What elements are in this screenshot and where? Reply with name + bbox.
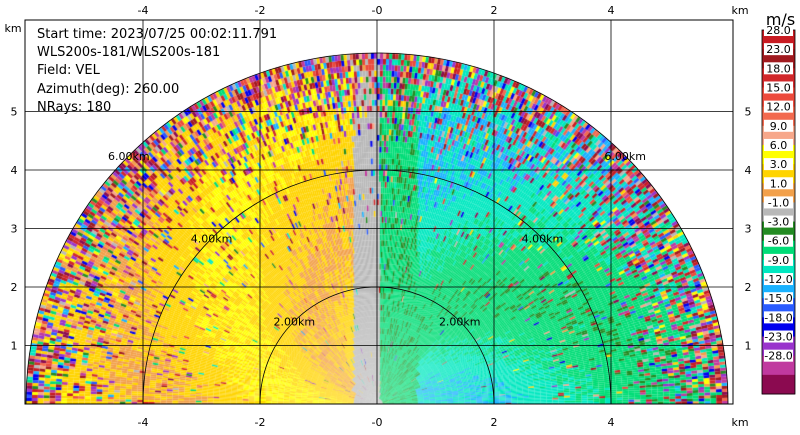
x-tick-label-top: 2 [491, 4, 498, 17]
y-tick-label-left: 5 [11, 106, 18, 119]
start-time-label: Start time: 2023/07/25 00:02:11.791 [37, 27, 278, 42]
y-tick-label-right: 3 [745, 223, 752, 236]
x-tick-label-top: -4 [138, 4, 149, 17]
grid-lines [25, 20, 733, 404]
y-tick-label-left: 3 [11, 223, 18, 236]
colorbar-label-bg [764, 24, 793, 36]
range-rings: 2.00km 2.00km 4.00km 4.00km 6.00km 6.00km [25, 52, 729, 404]
instrument-label: WLS200s-181/WLS200s-181 [37, 45, 221, 61]
y-tick-label-right: 5 [745, 106, 752, 119]
x-tick-label-bottom: 4 [608, 416, 615, 429]
colorbar-tick-label: -12.0 [764, 273, 792, 286]
colorbar-unit: m/s [766, 10, 795, 29]
colorbar-label-bg [764, 311, 793, 324]
y-tick-label-right: 2 [745, 281, 752, 294]
colorbar-label-bg [764, 62, 793, 75]
colorbar-label-bg [764, 43, 793, 56]
colorbar-tick-label: -18.0 [764, 311, 792, 324]
colorbar-tick-label: 6.0 [770, 139, 788, 152]
colorbar-tick-label: 3.0 [770, 158, 788, 171]
range-ring-label: 2.00km [273, 315, 315, 328]
colorbar-label-bg [764, 158, 793, 171]
azimuth-label: Azimuth(deg): 260.00 [37, 81, 180, 97]
colorbar-label-bg [764, 119, 793, 132]
colorbar: 28.0 23.0 18.0 15.0 12.0 9.0 6.0 3.0 1.0 -1.0 -3.0… [761, 10, 796, 395]
colorbar-tick-label: -9.0 [768, 254, 789, 267]
x-tick-label-top: 4 [608, 4, 615, 17]
y-tick-label-right: 1 [745, 340, 752, 353]
colorbar-label-bg [764, 177, 793, 190]
x-tick-label-bottom: 2 [491, 416, 498, 429]
y-tick-label-left: 2 [11, 281, 18, 294]
colorbar-label-bg [764, 215, 793, 228]
colorbar-tick-label: -1.0 [768, 196, 789, 209]
range-ring-label: 4.00km [191, 233, 233, 246]
colorbar-tick-label: -3.0 [768, 216, 789, 229]
colorbar-tick-label: 1.0 [770, 177, 788, 190]
field-label: Field: VEL [37, 63, 100, 79]
colorbar-tick-label: -28.0 [764, 350, 792, 363]
range-ring-label: 2.00km [439, 315, 481, 328]
range-ring [25, 52, 729, 404]
range-ring-label: 6.00km [108, 150, 150, 163]
colorbar-label-bg [764, 100, 793, 113]
colorbar-label-bg [764, 330, 793, 343]
range-ring [142, 169, 612, 404]
axis-ticks: -4 -4 -2 -2 -0 -0 2 2 4 4 1 1 2 2 3 3 4 4 5 5 km km km [4, 4, 751, 429]
colorbar-swatch [762, 374, 795, 395]
colorbar-tick-label: -23.0 [764, 331, 792, 344]
colorbar-label-bg [764, 196, 793, 209]
y-tick-label-left: 1 [11, 340, 18, 353]
colorbar-label-bg [764, 81, 793, 94]
y-tick-label-right: 4 [745, 164, 752, 177]
colorbar-tick-label: 12.0 [766, 101, 791, 114]
y-tick-label-left: 4 [11, 164, 18, 177]
colorbar-tick-label: 28.0 [766, 24, 791, 37]
range-ring-label: 6.00km [604, 150, 646, 163]
colorbar-tick-label: 9.0 [770, 120, 788, 133]
range-ring [259, 286, 495, 404]
x-tick-label-bottom: -2 [255, 416, 266, 429]
x-tick-label-bottom: -4 [138, 416, 149, 429]
colorbar-label-bg [764, 349, 793, 362]
colorbar-label-bg [764, 253, 793, 266]
plot-frame [24, 19, 734, 405]
colorbar-label-bg [764, 273, 793, 286]
axis-unit-km: km [4, 22, 21, 35]
colorbar-tick-label: -6.0 [768, 235, 789, 248]
colorbar-label-bg [764, 138, 793, 151]
colorbar-tick-label: 23.0 [766, 43, 791, 56]
axis-unit-km: km [731, 416, 748, 429]
x-tick-label-top: -2 [255, 4, 266, 17]
x-tick-label-top: -0 [372, 4, 383, 17]
colorbar-label-bg [764, 234, 793, 247]
colorbar-label-bg [764, 292, 793, 305]
colorbar-tick-label: 18.0 [766, 62, 791, 75]
x-tick-label-bottom: -0 [372, 416, 383, 429]
range-ring-label: 4.00km [522, 233, 564, 246]
scan-info: Start time: 2023/07/25 00:02:11.791 WLS2… [37, 26, 277, 117]
colorbar-tick-label: 15.0 [766, 81, 791, 94]
axis-unit-km: km [731, 4, 748, 17]
colorbar-tick-label: -15.0 [764, 292, 792, 305]
nrays-label: NRays: 180 [37, 99, 112, 115]
